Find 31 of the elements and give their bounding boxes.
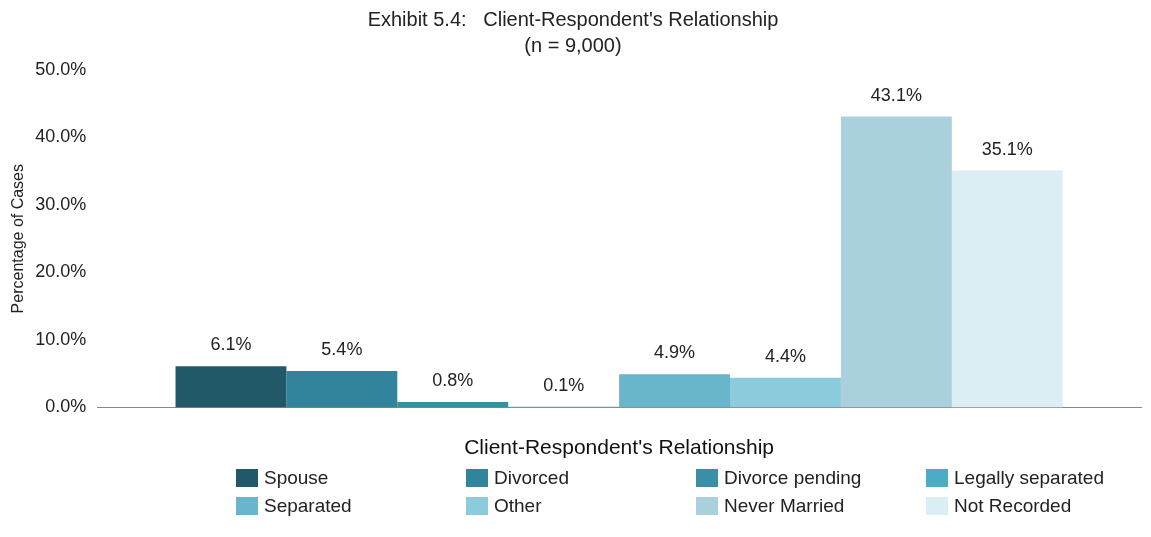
data-label: 0.1% [543, 374, 585, 395]
data-label: 4.9% [654, 342, 696, 363]
y-axis-title: Percentage of Cases [9, 163, 27, 314]
y-tick-label: 50.0% [35, 58, 87, 79]
legend-label: Separated [264, 495, 352, 517]
chart-subtitle: (n = 9,000) [524, 33, 622, 56]
data-label: 0.8% [432, 369, 474, 390]
y-tick-label: 40.0% [35, 126, 87, 147]
y-tick-label: 30.0% [35, 193, 87, 214]
data-label: 5.4% [321, 338, 363, 359]
y-tick-label: 10.0% [35, 328, 87, 349]
bar [951, 170, 1063, 408]
legend-label: Divorced [494, 467, 569, 489]
data-label: 43.1% [870, 84, 922, 105]
legend-label: Other [494, 495, 542, 517]
data-label: 4.4% [764, 345, 806, 366]
x-axis-title: Client-Respondent's Relationship [464, 435, 775, 459]
data-label: 35.1% [981, 138, 1033, 159]
bar [175, 366, 287, 408]
legend-label: Not Recorded [954, 495, 1072, 517]
bar [619, 374, 731, 408]
y-tick-label: 20.0% [35, 261, 87, 282]
data-label: 6.1% [210, 334, 252, 355]
legend-label: Never Married [724, 495, 845, 517]
legend-label: Divorce pending [724, 467, 862, 489]
y-tick-label: 0.0% [45, 396, 87, 417]
bar [840, 116, 952, 408]
chart-title: Exhibit 5.4: Client-Respondent's Relationship [367, 7, 779, 30]
legend-label: Legally separated [954, 467, 1104, 489]
bar [730, 377, 841, 408]
legend-label: Spouse [264, 467, 329, 489]
